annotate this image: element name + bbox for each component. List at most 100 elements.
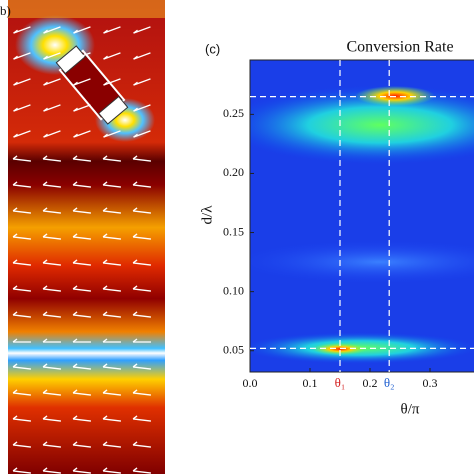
field-arrow — [133, 104, 151, 112]
field-arrow — [12, 363, 18, 368]
field-arrow — [42, 259, 48, 264]
field-arrow — [43, 52, 61, 60]
field-arrow — [102, 210, 122, 214]
y-axis-label: d/λ — [199, 205, 215, 225]
field-arrow — [42, 285, 48, 290]
field-arrow — [42, 444, 62, 448]
field-arrow — [42, 392, 62, 396]
field-arrow — [103, 107, 108, 112]
field-arrow — [102, 285, 108, 290]
field-arrow — [42, 389, 48, 394]
field-arrow — [72, 236, 92, 240]
field-arrow — [72, 314, 92, 318]
panel-label: b) — [0, 3, 11, 18]
field-arrow — [12, 262, 32, 266]
field-arrow — [72, 155, 78, 160]
field-arrow — [12, 233, 18, 238]
field-arrow — [42, 415, 48, 420]
field-arrow — [132, 311, 138, 316]
field-arrow — [42, 288, 62, 292]
field-arrow — [132, 366, 152, 370]
field-arrow — [42, 366, 62, 370]
field-arrow — [72, 259, 78, 264]
field-arrow — [42, 262, 62, 266]
x-tick-label: 0.0 — [243, 376, 258, 390]
field-arrow — [42, 363, 48, 368]
field-arrow — [72, 210, 92, 214]
field-arrow — [103, 81, 108, 86]
field-arrow — [12, 259, 18, 264]
field-arrow — [42, 470, 62, 474]
field-arrow — [103, 55, 108, 60]
panel-label: (c) — [205, 41, 220, 56]
field-arrow — [12, 311, 18, 316]
field-arrow — [73, 78, 91, 86]
field-arrow — [102, 467, 108, 472]
field-arrow — [133, 78, 151, 86]
field-arrow — [72, 392, 92, 396]
field-arrow — [13, 104, 31, 112]
field-panel — [8, 0, 165, 474]
field-arrow — [73, 55, 78, 60]
field-arrow — [132, 210, 152, 214]
field-arrow — [102, 311, 108, 316]
field-arrow — [103, 29, 108, 34]
field-arrow — [72, 444, 92, 448]
field-arrow — [42, 338, 48, 343]
field-arrow — [12, 444, 32, 448]
field-arrow — [102, 392, 122, 396]
field-arrow — [132, 181, 138, 186]
field-arrow — [12, 338, 18, 343]
field-arrow — [102, 233, 108, 238]
field-arrow — [12, 470, 32, 474]
field-arrow — [72, 262, 92, 266]
field-arrow — [72, 184, 92, 188]
chart-title: Conversion Rate — [346, 39, 453, 56]
field-arrow — [43, 78, 61, 86]
field-arrow — [72, 288, 92, 292]
field-arrow — [42, 184, 62, 188]
field-arrow — [102, 366, 122, 370]
field-arrow — [72, 418, 92, 422]
field-arrow — [73, 130, 91, 138]
field-arrow — [72, 441, 78, 446]
field-arrow — [132, 467, 138, 472]
x-tick-label: 0.3 — [423, 376, 438, 390]
field-arrow — [13, 26, 31, 34]
field-arrow — [72, 285, 78, 290]
field-arrow — [133, 29, 138, 34]
field-arrow — [132, 158, 152, 162]
field-arrow — [102, 155, 108, 160]
field-arrow — [43, 29, 48, 34]
field-arrow — [132, 207, 138, 212]
field-arrow — [72, 363, 78, 368]
field-arrow — [72, 467, 78, 472]
field-arrow — [12, 210, 32, 214]
field-arrow — [102, 444, 122, 448]
field-arrow — [102, 418, 122, 422]
field-arrow — [72, 415, 78, 420]
field-arrow — [132, 363, 138, 368]
y-tick-label: 0.10 — [223, 283, 244, 297]
field-arrow — [72, 233, 78, 238]
field-arrow — [43, 81, 48, 86]
field-arrow — [133, 26, 151, 34]
field-arrow — [102, 338, 108, 343]
field-arrow — [132, 418, 152, 422]
field-arrow — [102, 207, 108, 212]
field-arrow — [13, 130, 31, 138]
field-arrow — [72, 470, 92, 474]
field-arrow — [42, 207, 48, 212]
field-arrow — [73, 133, 78, 138]
field-arrow — [132, 389, 138, 394]
field-arrow — [102, 288, 122, 292]
field-arrow — [132, 470, 152, 474]
field-arrow — [133, 133, 138, 138]
field-arrow — [12, 314, 32, 318]
field-arrow — [72, 366, 92, 370]
field-arrow — [42, 210, 62, 214]
field-arrow — [133, 130, 151, 138]
field-arrow — [42, 233, 48, 238]
field-arrow — [12, 181, 18, 186]
field-arrow — [42, 418, 62, 422]
